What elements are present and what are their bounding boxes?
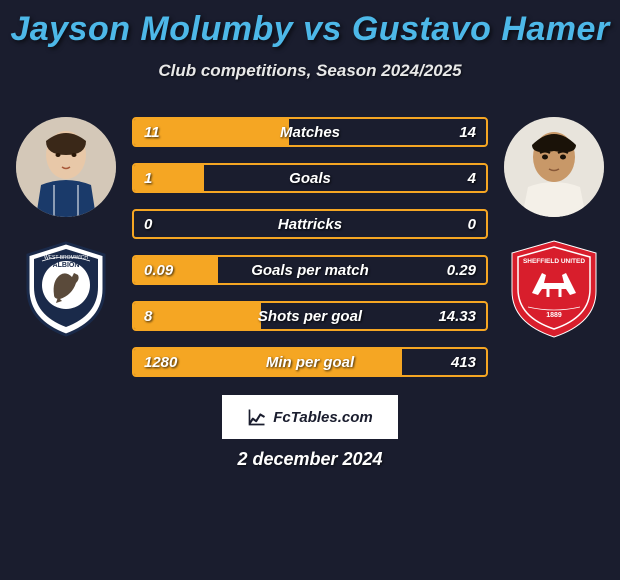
stat-right-value: 0 xyxy=(468,216,476,233)
comparison-title: Jayson Molumby vs Gustavo Hamer xyxy=(10,10,610,49)
comparison-date: 2 december 2024 xyxy=(10,449,610,470)
right-player-column: SHEFFIELD UNITED 1889 xyxy=(502,111,606,339)
stat-label: Matches xyxy=(134,124,486,141)
attribution-text: FcTables.com xyxy=(273,409,372,426)
svg-text:1889: 1889 xyxy=(546,312,562,319)
stat-bar: 1280Min per goal413 xyxy=(132,347,488,377)
stat-label: Min per goal xyxy=(134,354,486,371)
svg-text:ALBION: ALBION xyxy=(53,262,80,269)
svg-text:WEST BROMWICH: WEST BROMWICH xyxy=(44,255,88,261)
stat-label: Shots per goal xyxy=(134,308,486,325)
left-club-badge: ALBION WEST BROMWICH xyxy=(16,239,116,339)
attribution-badge: FcTables.com xyxy=(222,395,398,439)
stat-right-value: 14.33 xyxy=(438,308,476,325)
stat-label: Goals xyxy=(134,170,486,187)
comparison-subtitle: Club competitions, Season 2024/2025 xyxy=(10,61,610,81)
comparison-grid: ALBION WEST BROMWICH 11Matches14 1Goals4 0… xyxy=(10,111,610,377)
right-club-badge: SHEFFIELD UNITED 1889 xyxy=(504,239,604,339)
stat-right-value: 4 xyxy=(468,170,476,187)
stat-bar: 0Hattricks0 xyxy=(132,209,488,239)
stat-label: Hattricks xyxy=(134,216,486,233)
chart-icon xyxy=(247,407,267,427)
left-player-column: ALBION WEST BROMWICH xyxy=(14,111,118,339)
stat-right-value: 14 xyxy=(459,124,476,141)
stat-bar: 8Shots per goal14.33 xyxy=(132,301,488,331)
svg-text:SHEFFIELD UNITED: SHEFFIELD UNITED xyxy=(523,258,585,265)
stat-bar: 0.09Goals per match0.29 xyxy=(132,255,488,285)
stat-bar: 1Goals4 xyxy=(132,163,488,193)
right-player-photo xyxy=(504,117,604,217)
left-player-photo xyxy=(16,117,116,217)
stats-column: 11Matches14 1Goals4 0Hattricks0 0.09Goals p… xyxy=(132,111,488,377)
stat-label: Goals per match xyxy=(134,262,486,279)
stat-bar: 11Matches14 xyxy=(132,117,488,147)
stat-right-value: 413 xyxy=(451,354,476,371)
stat-right-value: 0.29 xyxy=(447,262,476,279)
